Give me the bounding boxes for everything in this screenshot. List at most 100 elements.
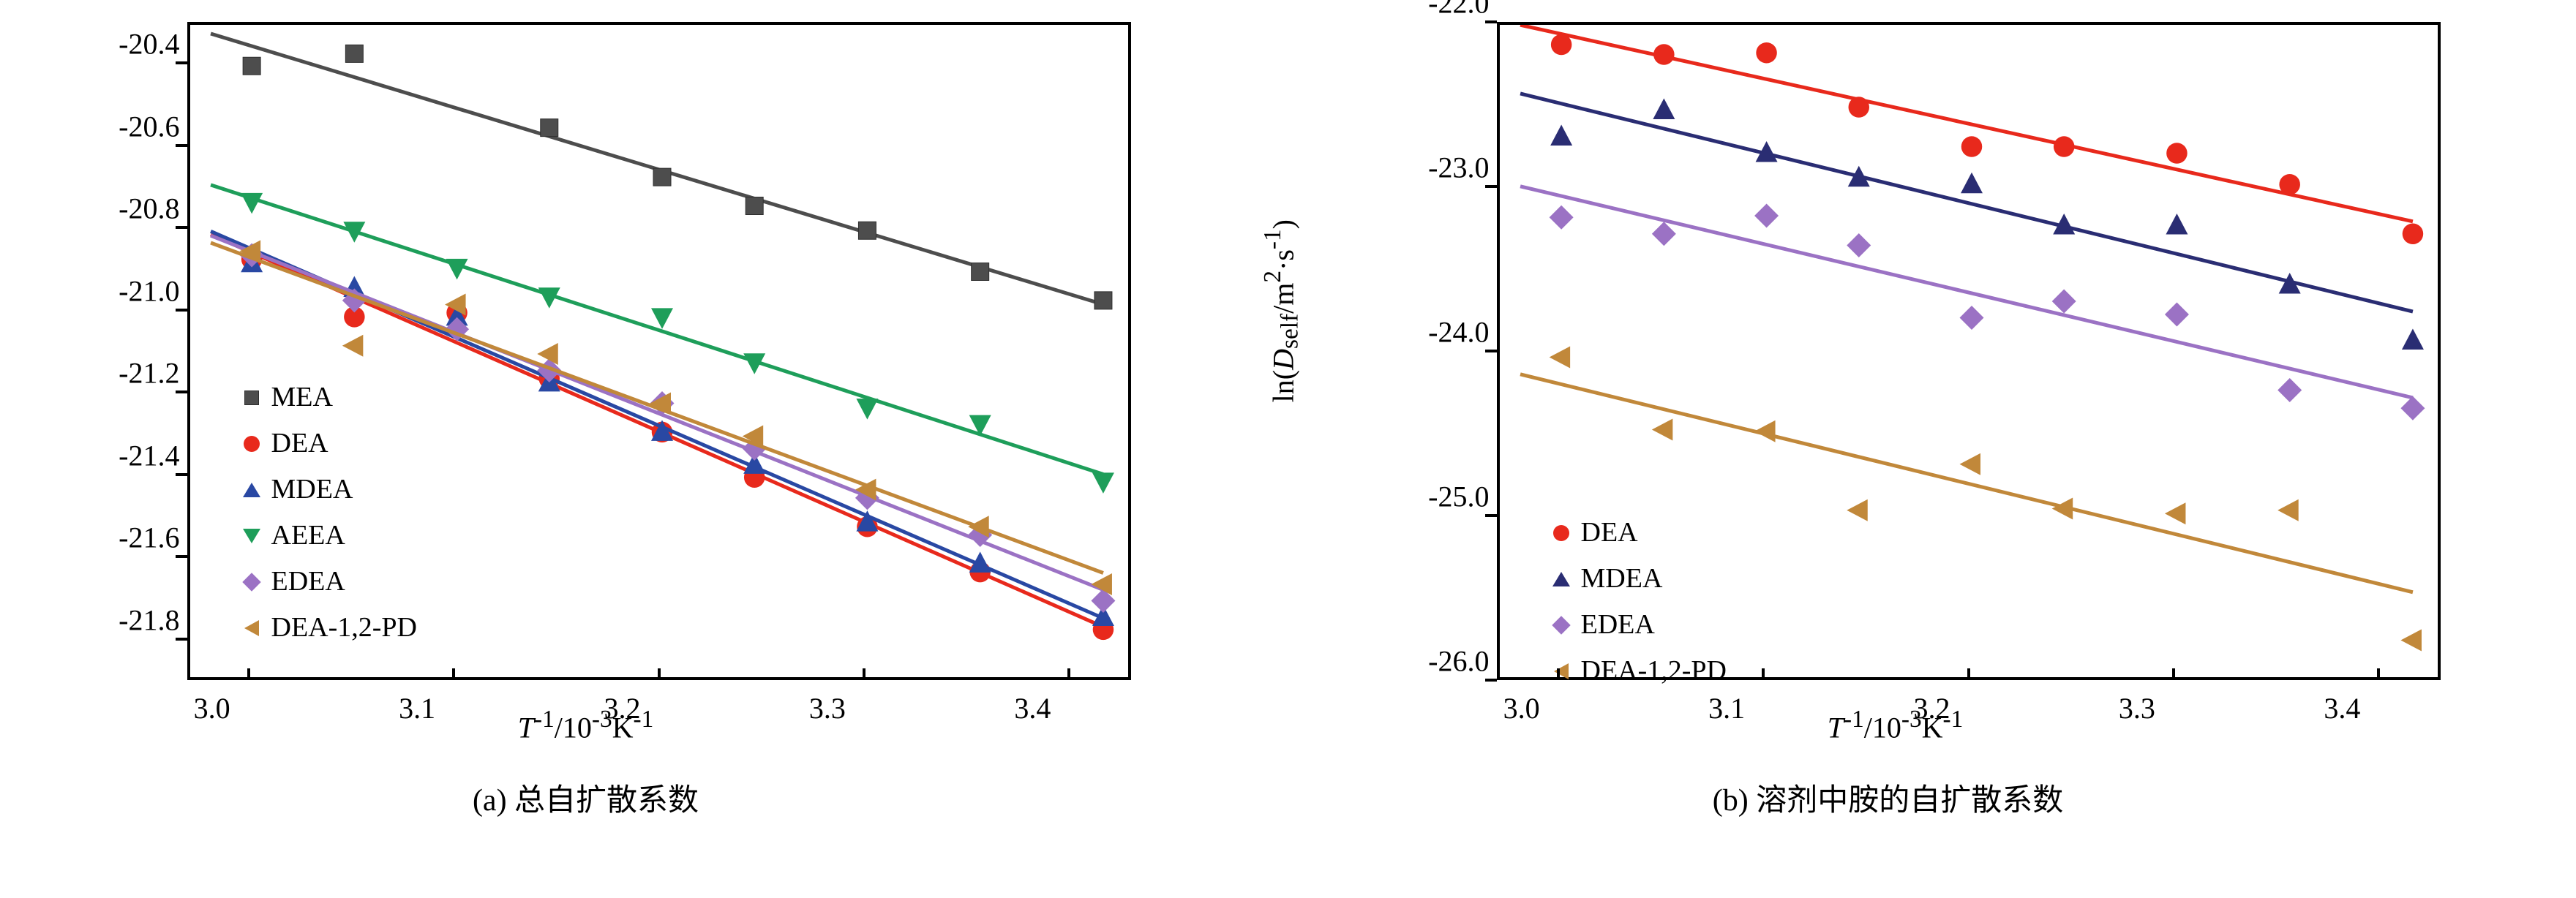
data-point-dea-1-2-pd[interactable] bbox=[445, 294, 466, 316]
data-point-edea[interactable] bbox=[1651, 222, 1675, 246]
data-point-mdea[interactable] bbox=[743, 453, 765, 474]
data-point-aeea[interactable] bbox=[343, 222, 365, 243]
data-point-dea-1-2-pd[interactable] bbox=[1847, 499, 1868, 521]
data-point-edea[interactable] bbox=[2051, 290, 2076, 314]
data-point-dea-1-2-pd[interactable] bbox=[1091, 573, 1112, 595]
data-point-aeea[interactable] bbox=[743, 353, 765, 374]
data-point-dea[interactable] bbox=[1092, 619, 1114, 641]
data-point-aeea[interactable] bbox=[446, 259, 467, 280]
data-point-aeea[interactable] bbox=[856, 399, 878, 420]
legend-item-mdea-b[interactable]: MDEA bbox=[1552, 558, 1727, 600]
data-point-mea[interactable] bbox=[858, 222, 876, 239]
data-point-mdea[interactable] bbox=[1092, 605, 1114, 627]
data-point-dea-1-2-pd[interactable] bbox=[1754, 420, 1776, 442]
data-point-edea[interactable] bbox=[2164, 303, 2188, 327]
data-point-dea[interactable] bbox=[2053, 136, 2074, 157]
data-point-mdea[interactable] bbox=[1550, 125, 1572, 146]
data-point-edea[interactable] bbox=[2400, 396, 2425, 420]
data-point-dea[interactable] bbox=[1653, 44, 1675, 65]
data-point-mea[interactable] bbox=[540, 119, 557, 137]
data-point-dea-1-2-pd[interactable] bbox=[2051, 498, 2073, 520]
data-point-mdea[interactable] bbox=[2053, 214, 2075, 235]
data-point-dea[interactable] bbox=[241, 249, 262, 270]
data-point-mdea[interactable] bbox=[856, 510, 878, 532]
data-point-mea[interactable] bbox=[1094, 292, 1111, 309]
data-point-mdea[interactable] bbox=[2166, 214, 2188, 235]
data-point-mea[interactable] bbox=[971, 263, 988, 281]
data-point-dea[interactable] bbox=[743, 467, 765, 488]
data-point-dea[interactable] bbox=[857, 516, 878, 537]
legend-item-dea12pd-b[interactable]: DEA-1,2-PD bbox=[1552, 650, 1727, 692]
data-point-dea[interactable] bbox=[651, 422, 672, 443]
data-point-dea-1-2-pd[interactable] bbox=[1549, 347, 1570, 369]
data-point-aeea[interactable] bbox=[969, 415, 991, 437]
data-point-mdea[interactable] bbox=[446, 305, 467, 326]
data-point-mdea[interactable] bbox=[1847, 166, 1869, 187]
y-tick-mark bbox=[1485, 185, 1497, 188]
data-point-edea[interactable] bbox=[650, 391, 674, 415]
data-point-edea[interactable] bbox=[342, 288, 366, 312]
data-point-aeea[interactable] bbox=[538, 287, 560, 309]
data-point-mdea[interactable] bbox=[2278, 273, 2300, 294]
data-point-dea-1-2-pd[interactable] bbox=[537, 343, 558, 365]
data-point-edea[interactable] bbox=[1959, 306, 1983, 330]
legend-item-mdea[interactable]: MDEA bbox=[242, 469, 417, 510]
data-point-mdea[interactable] bbox=[969, 551, 991, 573]
data-point-mdea[interactable] bbox=[1961, 173, 1983, 194]
data-point-edea[interactable] bbox=[445, 317, 469, 342]
data-point-dea-1-2-pd[interactable] bbox=[342, 335, 363, 357]
data-point-dea-1-2-pd[interactable] bbox=[1651, 419, 1672, 441]
legend-item-dea[interactable]: DEA bbox=[242, 423, 417, 464]
data-point-dea[interactable] bbox=[1756, 42, 1777, 64]
data-point-dea[interactable] bbox=[344, 306, 365, 328]
data-point-mea[interactable] bbox=[653, 168, 671, 186]
data-point-edea[interactable] bbox=[239, 244, 263, 268]
data-point-dea-1-2-pd[interactable] bbox=[742, 426, 763, 448]
data-point-dea-1-2-pd[interactable] bbox=[2400, 630, 2422, 652]
data-point-mdea[interactable] bbox=[241, 252, 263, 273]
data-point-mea[interactable] bbox=[345, 45, 363, 62]
data-point-dea[interactable] bbox=[1961, 136, 1982, 157]
data-point-dea[interactable] bbox=[1550, 34, 1571, 56]
data-point-dea-1-2-pd[interactable] bbox=[239, 240, 260, 262]
data-point-mdea[interactable] bbox=[343, 276, 365, 298]
data-point-edea[interactable] bbox=[968, 523, 992, 547]
legend-item-edea-b[interactable]: EDEA bbox=[1552, 604, 1727, 646]
data-point-edea[interactable] bbox=[537, 358, 561, 382]
legend-item-mea[interactable]: MEA bbox=[242, 377, 417, 418]
data-point-dea-1-2-pd[interactable] bbox=[1959, 453, 1980, 475]
data-point-aeea[interactable] bbox=[651, 308, 673, 329]
data-point-dea-1-2-pd[interactable] bbox=[650, 393, 671, 415]
data-point-edea[interactable] bbox=[2278, 378, 2302, 402]
data-point-edea[interactable] bbox=[1549, 205, 1573, 230]
data-point-mdea[interactable] bbox=[538, 371, 560, 392]
data-point-mdea[interactable] bbox=[1755, 141, 1777, 162]
data-point-aeea[interactable] bbox=[1092, 472, 1114, 494]
data-point-mdea[interactable] bbox=[2401, 329, 2423, 350]
data-point-mdea[interactable] bbox=[651, 420, 673, 441]
data-point-edea[interactable] bbox=[742, 437, 766, 461]
data-point-dea[interactable] bbox=[446, 303, 467, 324]
data-point-dea[interactable] bbox=[2402, 224, 2423, 245]
data-point-dea-1-2-pd[interactable] bbox=[2164, 502, 2185, 524]
data-point-edea[interactable] bbox=[1847, 233, 1871, 257]
data-point-edea[interactable] bbox=[1754, 204, 1779, 228]
legend-item-dea12pd[interactable]: DEA-1,2-PD bbox=[242, 607, 417, 649]
data-point-aeea[interactable] bbox=[241, 193, 263, 214]
data-point-dea[interactable] bbox=[538, 369, 560, 390]
legend-item-dea-b[interactable]: DEA bbox=[1552, 512, 1727, 554]
data-point-dea[interactable] bbox=[969, 562, 991, 583]
data-point-edea[interactable] bbox=[855, 486, 879, 510]
legend-item-aeea[interactable]: AEEA bbox=[242, 515, 417, 556]
data-point-mdea[interactable] bbox=[1653, 99, 1675, 120]
data-point-mea[interactable] bbox=[243, 57, 260, 75]
data-point-dea[interactable] bbox=[2279, 174, 2300, 195]
data-point-dea-1-2-pd[interactable] bbox=[968, 516, 989, 537]
data-point-dea[interactable] bbox=[1848, 97, 1869, 118]
data-point-dea-1-2-pd[interactable] bbox=[2278, 499, 2299, 521]
legend-item-edea[interactable]: EDEA bbox=[242, 561, 417, 603]
data-point-mea[interactable] bbox=[746, 197, 763, 215]
data-point-edea[interactable] bbox=[1091, 589, 1115, 613]
data-point-dea-1-2-pd[interactable] bbox=[855, 479, 876, 501]
data-point-dea[interactable] bbox=[2166, 143, 2188, 164]
